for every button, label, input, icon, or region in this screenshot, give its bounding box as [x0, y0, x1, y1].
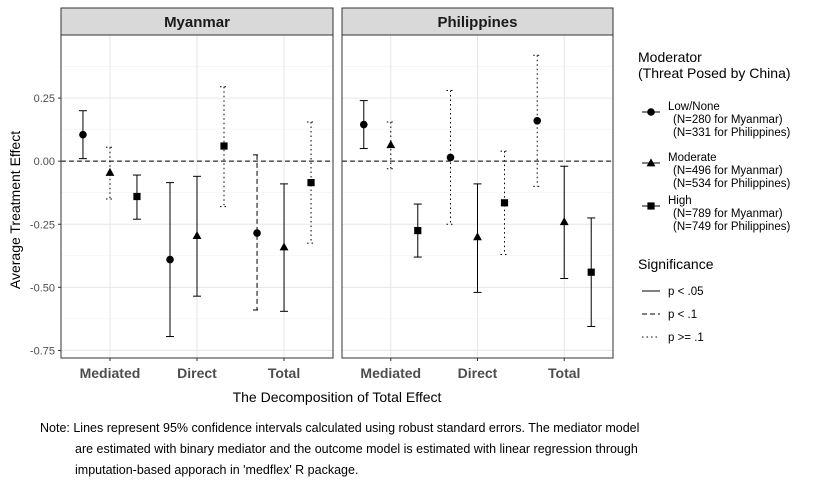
legend-label-n-philippines: (N=749 for Philippines)	[673, 221, 790, 233]
estimate-point	[79, 130, 87, 139]
estimate-point	[359, 120, 368, 129]
legend-label-n-philippines: (N=331 for Philippines)	[673, 127, 790, 139]
x-tick-label: Mediated	[360, 365, 421, 381]
estimate-point	[105, 167, 115, 176]
estimate-point	[533, 116, 542, 125]
y-tick-label: -0.50	[30, 282, 55, 294]
panel-title: Philippines	[437, 14, 517, 31]
y-tick-label: 0.00	[34, 156, 55, 168]
legend-triangle-icon	[646, 158, 656, 167]
legend-label-n-myanmar: (N=280 for Myanmar)	[673, 114, 783, 126]
estimate-point	[500, 199, 509, 207]
estimate-point	[587, 268, 595, 276]
moderator-legend-title: Moderator	[638, 49, 702, 65]
footnote-line-2: are estimated with binary mediator and t…	[75, 442, 638, 456]
estimate-point	[133, 192, 141, 201]
legend-label-n-myanmar: (N=789 for Myanmar)	[673, 208, 783, 220]
x-tick-label: Total	[268, 365, 300, 381]
significance-legend-label: p < .1	[668, 309, 697, 321]
legend-label-n-myanmar: (N=496 for Myanmar)	[673, 165, 783, 177]
estimate-point	[253, 229, 261, 237]
estimate-point	[192, 231, 202, 240]
estimate-point	[446, 153, 455, 162]
x-tick-label: Direct	[458, 365, 498, 381]
significance-legend-label: p < .05	[668, 286, 704, 298]
estimate-point	[559, 217, 569, 226]
estimate-point	[473, 232, 482, 241]
significance-legend-label: p >= .1	[668, 332, 704, 344]
estimate-point	[220, 142, 228, 150]
legend-label: Moderate	[668, 152, 717, 164]
footnote: Note: Lines represent 95% confidence int…	[40, 418, 740, 481]
estimate-point	[166, 255, 174, 264]
legend-label: High	[668, 195, 692, 207]
chart: Myanmar Mediated Direct Total Philippines Med…	[7, 7, 791, 405]
estimate-point	[307, 179, 315, 187]
x-tick-label: Mediated	[80, 365, 141, 381]
panel-title: Myanmar	[164, 14, 230, 31]
x-tick-label: Total	[548, 365, 580, 381]
estimate-point	[414, 226, 422, 235]
y-tick-label: -0.75	[30, 345, 55, 357]
x-axis-title: The Decomposition of Total Effect	[233, 389, 442, 405]
significance-legend-title: Significance	[638, 256, 714, 272]
footnote-line-3: imputation-based apporach in 'medflex' R…	[75, 463, 359, 477]
moderator-legend-subtitle: (Threat Posed by China)	[638, 65, 791, 81]
y-tick-label: -0.25	[30, 219, 55, 231]
legend-circle-icon	[647, 108, 655, 116]
legend-square-icon	[647, 202, 655, 210]
legend-label-n-philippines: (N=534 for Philippines)	[673, 178, 790, 190]
footnote-line-1: Note: Lines represent 95% confidence int…	[40, 421, 640, 435]
legend-label: Low/None	[668, 101, 720, 113]
estimate-point	[386, 140, 396, 149]
y-axis-title: Average Treatment Effect	[7, 131, 23, 289]
panel-strip	[60, 7, 334, 36]
y-tick-label: 0.25	[34, 93, 55, 105]
x-tick-label: Direct	[177, 365, 217, 381]
estimate-point	[279, 242, 289, 251]
